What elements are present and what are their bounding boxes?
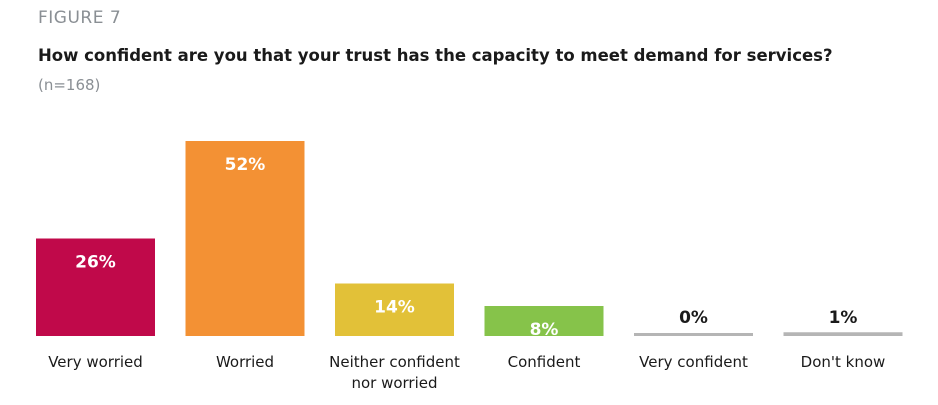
category-label: Confident (508, 353, 581, 371)
bar-value-label: 8% (530, 320, 559, 340)
bar-3 (484, 306, 604, 336)
category-label: Worried (216, 353, 274, 371)
bar-value-label: 52% (225, 155, 266, 175)
chart-title: How confident are you that your trust ha… (38, 46, 833, 65)
bar-2 (335, 283, 454, 336)
chart-subtitle: (n=168) (38, 76, 101, 94)
category-label: Very confident (639, 353, 748, 371)
bar-value-label: 0% (679, 308, 708, 328)
figure-label: FIGURE 7 (38, 8, 122, 28)
bar-value-label: 1% (829, 308, 858, 328)
category-label: Neither confident nor worried (329, 353, 460, 392)
bar-value-label: 26% (75, 253, 116, 273)
bar-1 (185, 141, 305, 336)
category-label: Don't know (801, 353, 886, 371)
bar-5 (783, 332, 903, 336)
bar-0 (36, 238, 155, 336)
bar-value-label: 14% (374, 298, 415, 318)
category-label: Very worried (48, 353, 143, 371)
bar-4 (634, 333, 753, 336)
